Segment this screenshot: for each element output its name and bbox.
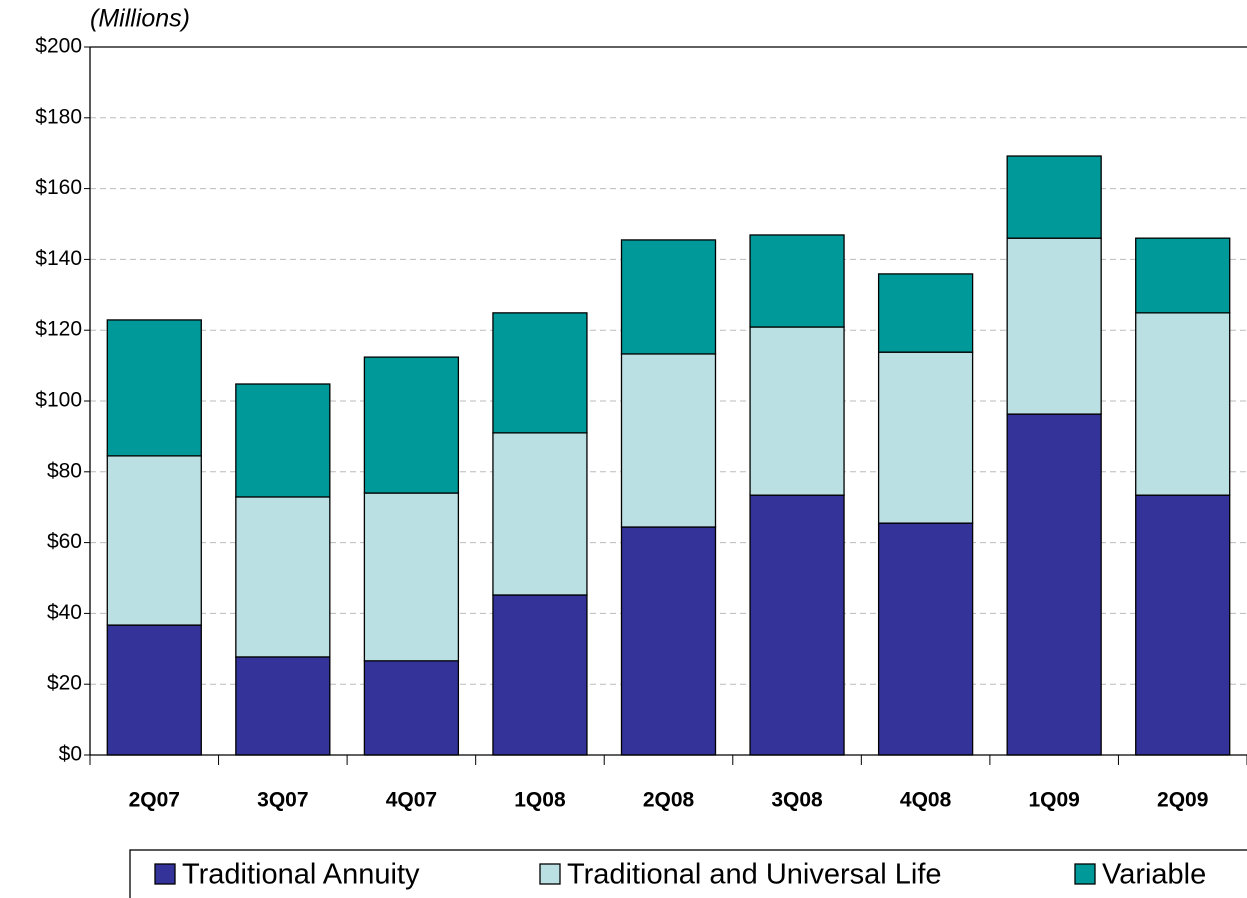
bar-segment xyxy=(620,239,717,355)
x-tick-label: 1Q08 xyxy=(514,789,566,812)
y-tick-label: $160 xyxy=(35,176,82,199)
y-tick-label: $100 xyxy=(35,389,82,412)
x-tick-label: 4Q08 xyxy=(900,789,952,812)
legend-swatch xyxy=(539,863,561,885)
bar-segment xyxy=(1006,155,1102,239)
x-tick-label: 3Q07 xyxy=(257,789,308,812)
bar-segment xyxy=(1135,494,1231,756)
bar-segment xyxy=(620,353,717,528)
y-tick-label: $0 xyxy=(59,743,82,766)
x-tick-label: 3Q08 xyxy=(771,789,823,812)
bar-segment xyxy=(877,273,974,353)
bar-segment xyxy=(106,319,202,457)
x-tick-label: 2Q08 xyxy=(643,789,695,812)
legend-swatch xyxy=(154,863,176,885)
legend-label: Traditional and Universal Life xyxy=(567,859,942,891)
bar-segment xyxy=(363,492,460,662)
bar-segment xyxy=(363,660,460,756)
legend-swatch xyxy=(1074,863,1096,885)
bar-segment xyxy=(235,656,331,756)
x-tick-label: 2Q07 xyxy=(129,789,180,812)
bar-segment xyxy=(492,312,588,434)
x-tick-label: 2Q09 xyxy=(1157,789,1208,812)
x-tick-label: 1Q09 xyxy=(1028,789,1079,812)
bar-segment xyxy=(620,526,717,756)
chart-subtitle: (Millions) xyxy=(90,5,190,33)
y-tick-label: $120 xyxy=(35,318,82,341)
y-tick-label: $20 xyxy=(47,672,82,695)
y-tick-label: $60 xyxy=(47,530,82,553)
bar-segment xyxy=(1006,413,1102,756)
bar-segment xyxy=(749,234,845,328)
legend-label: Traditional Annuity xyxy=(182,859,420,891)
legend-label: Variable xyxy=(1102,859,1206,891)
bar-segment xyxy=(877,351,974,524)
bar-segment xyxy=(106,624,202,756)
bar-segment xyxy=(877,522,974,756)
bar-segment xyxy=(1135,237,1231,314)
y-tick-label: $40 xyxy=(47,601,82,624)
y-tick-label: $140 xyxy=(35,247,82,270)
bar-segment xyxy=(492,594,588,756)
bar-segment xyxy=(1135,312,1231,496)
bar-segment xyxy=(492,432,588,596)
bar-segment xyxy=(1006,237,1102,415)
bar-segment xyxy=(363,356,460,494)
bar-segment xyxy=(749,494,845,756)
bar-segment xyxy=(749,326,845,496)
x-tick-label: 4Q07 xyxy=(386,789,437,812)
bar-segment xyxy=(235,383,331,498)
y-tick-label: $80 xyxy=(47,459,82,482)
bar-segment xyxy=(106,455,202,626)
bar-segment xyxy=(235,496,331,658)
y-tick-label: $200 xyxy=(35,35,82,58)
legend-box xyxy=(129,849,1247,898)
y-tick-label: $180 xyxy=(35,105,82,128)
